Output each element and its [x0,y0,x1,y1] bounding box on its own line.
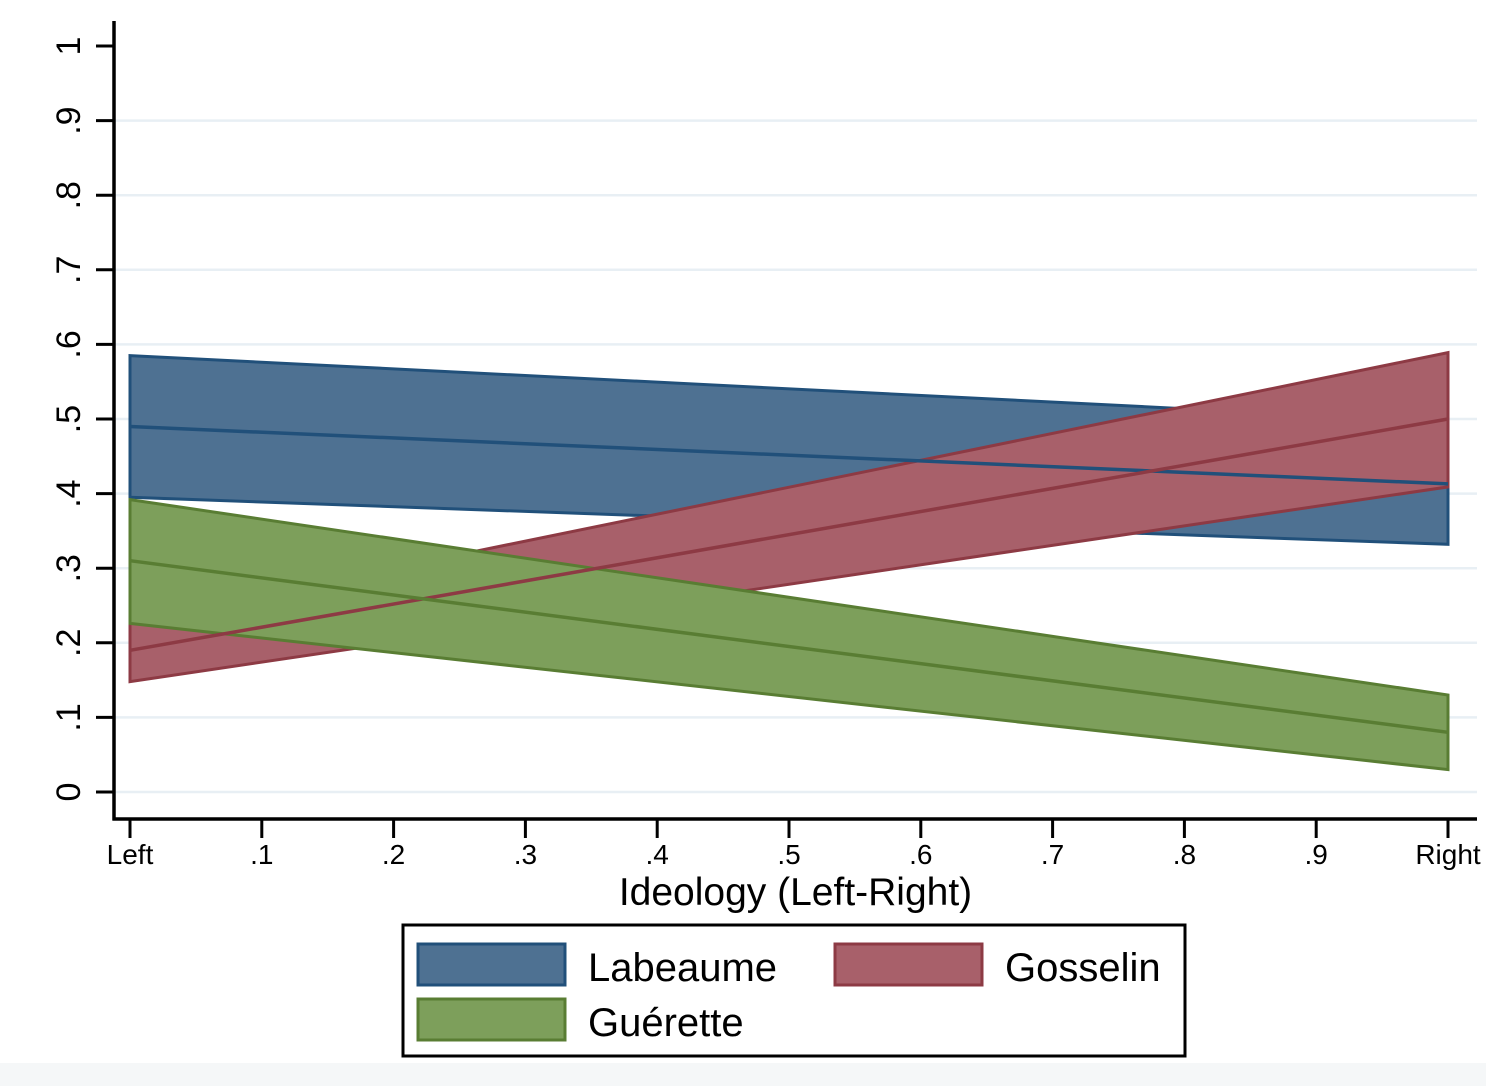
x-tick-label: .2 [382,839,405,870]
y-tick-label: .7 [50,256,88,284]
x-tick-label: .8 [1173,839,1196,870]
x-tick-label: .9 [1305,839,1328,870]
x-axis-title: Ideology (Left-Right) [619,871,972,914]
confidence-band-guerette [128,497,1450,772]
x-tick-label: .6 [909,839,932,870]
legend-label-labeaume: Labeaume [588,946,777,990]
x-tick-label: .4 [646,839,669,870]
x-tick-label: .3 [514,839,537,870]
trend-line-guerette [129,558,1449,735]
legend-swatch-gosselin [833,942,984,987]
y-tick-label: 0 [50,783,88,802]
y-tick-label: .1 [50,703,88,731]
y-tick-label: .6 [50,330,88,358]
trend-line-labeaume [129,424,1449,486]
x-tick-label: .5 [777,839,800,870]
x-tick-label: .7 [1041,839,1064,870]
x-tick-label: Right [1415,839,1481,870]
legend-swatch-guerette [416,997,567,1042]
x-tick-label: .1 [250,839,273,870]
legend-swatch-labeaume [416,942,567,987]
x-tick-label: Left [107,839,154,870]
y-tick-label: .3 [50,554,88,582]
legend-label-gosselin: Gosselin [1005,946,1161,990]
bottom-strip [0,1063,1486,1086]
y-tick-label: .5 [50,405,88,433]
y-tick-label: .8 [50,181,88,209]
legend-label-guerette: Guérette [588,1001,744,1045]
legend: Labeaume Gosselin Guérette [401,923,1187,1058]
trend-line-gosselin [129,417,1449,653]
y-tick-label: 1 [50,37,88,56]
y-tick-label: .4 [50,479,88,507]
y-tick-label: .9 [50,106,88,134]
y-tick-label: .2 [50,629,88,657]
